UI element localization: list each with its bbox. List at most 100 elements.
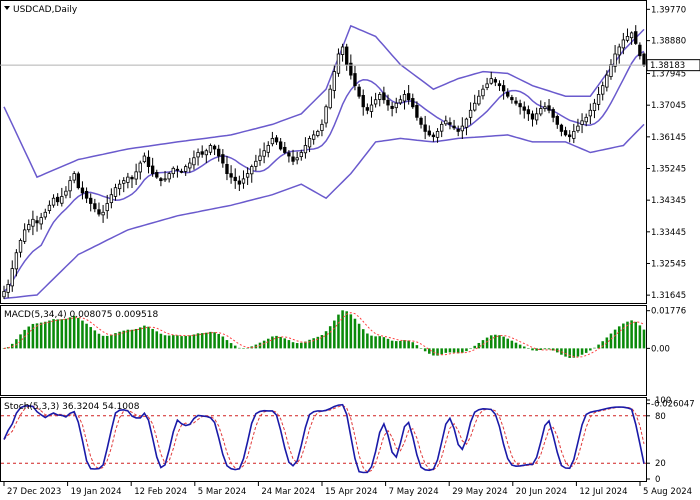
candle	[60, 196, 64, 204]
date-tick-label: 15 Apr 2024	[325, 487, 378, 497]
macd-label: MACD(5,34,4) 0.008075 0.009518	[4, 310, 159, 320]
macd-bar	[159, 333, 163, 349]
macd-bar	[283, 338, 287, 349]
candle	[68, 180, 72, 192]
macd-bar	[489, 335, 493, 349]
candle	[229, 173, 233, 178]
macd-bar	[452, 348, 456, 353]
candle	[609, 64, 613, 77]
macd-bar	[605, 337, 609, 349]
macd-tick-label: 0.01776	[651, 307, 686, 317]
candle	[159, 178, 163, 182]
macd-bar	[155, 331, 159, 349]
date-tick-label: 29 May 2024	[452, 487, 507, 497]
macd-bar	[118, 331, 121, 349]
candle	[464, 118, 469, 128]
candle	[398, 99, 403, 104]
macd-bar	[597, 344, 600, 349]
chart-title[interactable]: USDCAD,Daily	[4, 5, 78, 15]
candle	[534, 113, 539, 121]
stoch-label: Stoch(5,3,3) 36.3204 54.1008	[4, 402, 140, 412]
candle	[617, 46, 621, 56]
macd-bar	[419, 348, 423, 349]
candle	[601, 85, 605, 95]
candle	[196, 152, 200, 158]
candle	[489, 78, 493, 84]
macd-tick-label: 0.00	[651, 344, 670, 354]
macd-bar	[172, 335, 175, 349]
macd-bar	[374, 336, 377, 349]
candle	[510, 97, 514, 101]
candle	[204, 150, 208, 156]
macd-bar	[316, 336, 320, 349]
macd-bar	[209, 331, 212, 349]
candle	[316, 130, 320, 136]
macd-bar	[320, 335, 324, 349]
price-tick-label: 1.37045	[651, 101, 686, 111]
candle	[440, 123, 444, 132]
macd-bar	[353, 318, 357, 349]
candle	[435, 130, 440, 138]
macd-bar	[572, 348, 576, 358]
macd-bar	[630, 320, 633, 349]
candle	[473, 102, 477, 111]
candle	[192, 157, 196, 166]
date-tick-label: 5 Mar 2024	[198, 487, 246, 497]
candle	[122, 180, 126, 184]
macd-bar	[444, 348, 448, 353]
macd-bar	[180, 336, 183, 349]
candle	[357, 86, 361, 97]
candle	[10, 268, 14, 287]
macd-panel[interactable]: 0.01776 0.00 -0.026047 MACD(5,34,4) 0.0080…	[0, 305, 695, 410]
macd-bar	[626, 321, 629, 349]
macd-bar	[15, 339, 18, 349]
price-tick-label: 1.33445	[651, 228, 686, 238]
candle	[365, 107, 370, 111]
macd-bar	[568, 348, 571, 358]
macd-bar	[192, 334, 196, 349]
candle	[642, 53, 646, 66]
macd-bar	[93, 330, 97, 349]
price-tick-label: 1.37945	[651, 70, 686, 80]
candle	[142, 155, 147, 163]
macd-bar	[275, 335, 278, 349]
price-panel[interactable]: 1.39770 1.38880 1.37945 1.37045 1.36145 1.352…	[0, 0, 700, 304]
candle	[638, 44, 642, 57]
macd-bar	[72, 315, 76, 349]
candle	[378, 94, 382, 100]
candle	[605, 74, 609, 88]
macd-bar	[556, 348, 559, 353]
macd-bar	[143, 325, 146, 349]
candle	[382, 92, 386, 101]
macd-bar	[461, 348, 464, 353]
macd-bar	[151, 328, 154, 349]
candle	[547, 105, 551, 111]
macd-signal-line	[3, 312, 645, 358]
macd-bar	[494, 334, 497, 349]
stoch-panel[interactable]: 100 80 20 0 Stoch(5,3,3) 36.3204 54.1008	[0, 396, 672, 485]
candle	[468, 109, 473, 118]
candle	[444, 120, 448, 125]
macd-bar	[531, 348, 534, 351]
macd-bar	[262, 340, 266, 349]
date-tick-label: 12 Feb 2024	[134, 487, 187, 497]
macd-bar	[415, 345, 419, 349]
macd-bar	[584, 348, 588, 353]
date-tick-label: 7 May 2024	[389, 487, 439, 497]
candle	[452, 125, 456, 129]
macd-bar	[68, 317, 72, 349]
macd-bar	[407, 340, 410, 349]
macd-bar	[300, 342, 303, 349]
candle	[485, 83, 489, 89]
candle	[497, 83, 502, 87]
macd-bar	[110, 334, 113, 349]
macd-bar	[229, 343, 233, 349]
macd-histogram	[2, 310, 646, 358]
candle	[27, 224, 31, 231]
candle	[613, 53, 617, 67]
date-axis: 27 Dec 2023 19 Jan 2024 12 Feb 2024 5 Mar 2…	[3, 482, 692, 497]
macd-bar	[176, 335, 179, 349]
candle	[419, 117, 423, 125]
candle	[105, 203, 109, 212]
